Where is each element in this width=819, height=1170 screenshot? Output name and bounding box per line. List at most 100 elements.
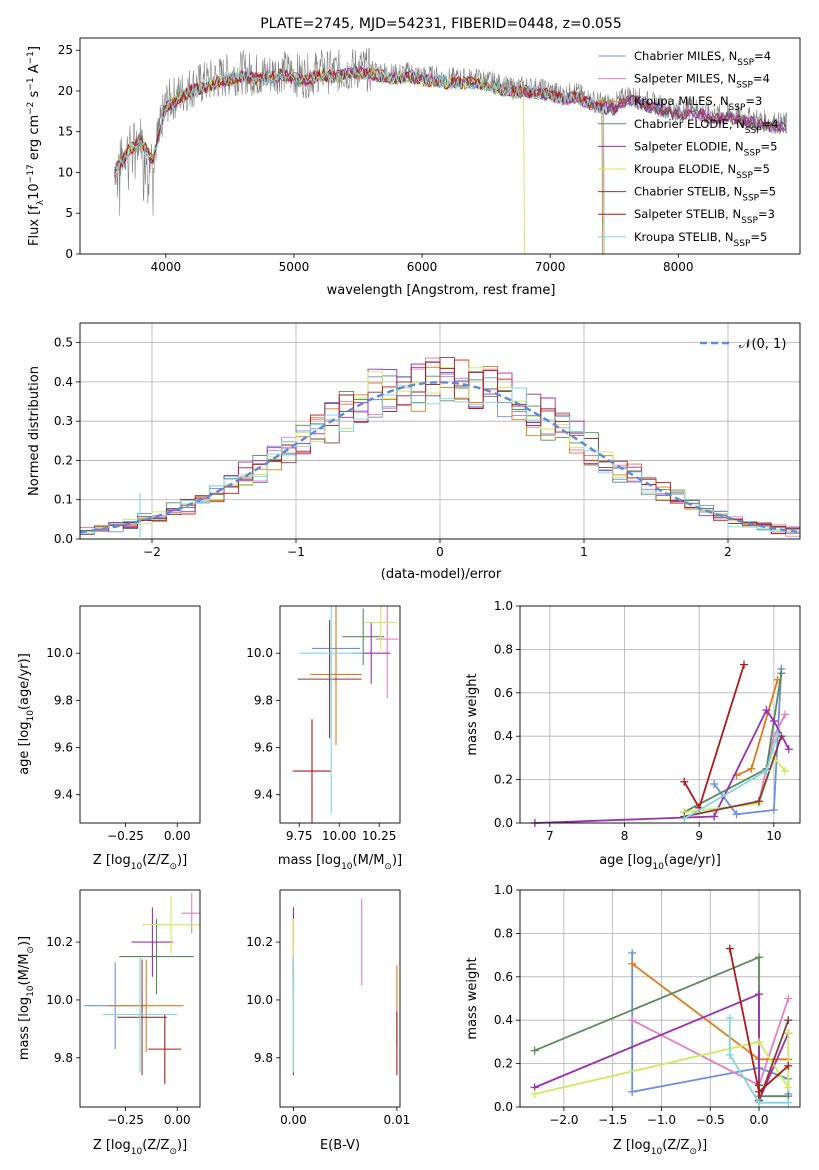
axes-frame [79,889,201,1108]
legend-label: Salpeter MILES, NSSP=4 [634,72,770,91]
y-tick-label: 0.4 [494,1013,513,1027]
plot-area [139,492,141,539]
y-tick-label: 0.8 [494,926,513,940]
y-tick-label: 25 [58,43,73,57]
plot-area [530,660,793,827]
axes-frame [279,605,401,824]
x-tick-label: 0.00 [164,829,191,843]
mass-vs-z-ylabel: mass [log10(M/M⊙)] [17,936,36,1060]
x-tick-label: −0.5 [696,1113,725,1127]
plot-area [114,48,788,254]
legend-label: 𝒩(0, 1) [739,337,786,352]
y-tick-label: 0.6 [494,970,513,984]
model-fit-line [114,66,605,254]
spectrum-lines [114,48,788,254]
weight-line [534,1033,790,1095]
spectrum-title: PLATE=2745, MJD=54231, FIBERID=0448, z=0… [260,16,622,32]
x-tick-label: 9 [695,829,703,843]
ticks: −2 −1 0 1 2 0.0 0.1 0.2 0.3 0.4 0.5 [54,336,732,559]
y-tick-label: 0.6 [494,686,513,700]
y-tick-label: 0.4 [494,729,513,743]
mass-vs-z-xlabel: Z [log10(Z/Z⊙)] [93,1138,187,1157]
y-tick-label: 9.6 [54,741,73,755]
y-tick-label: 1.0 [494,883,513,897]
plot-area [530,944,793,1107]
x-tick-label: 5000 [279,260,310,274]
normal-curve [80,381,798,534]
y-tick-label: 10.0 [46,646,73,660]
ticks: −2.0 −1.5 −1.0 −0.5 0.0 0.0 0.2 0.4 0.6 0.8 1.0 [494,883,769,1127]
legend-label: Kroupa ELODIE, NSSP=5 [634,162,770,181]
y-tick-label: 9.4 [254,788,273,802]
errorbars [139,492,141,539]
y-tick-label: 9.4 [54,788,73,802]
x-tick-label: 0 [436,545,444,559]
weight-vs-age-axes: 7 8 9 10 0.0 0.2 0.4 0.6 0.8 1.0 mass weight age [l… [465,599,801,872]
plot-area [292,898,398,1076]
errorbars [292,606,399,823]
x-tick-label: −1 [287,545,305,559]
y-tick-label: 0.2 [494,773,513,787]
y-tick-label: 0.3 [54,414,73,428]
x-tick-label: 6000 [407,260,438,274]
age-vs-z-xlabel: Z [log10(Z/Z⊙)] [93,853,187,872]
x-tick-label: 1 [580,545,588,559]
histogram-xlabel: (data-model)/error [381,567,502,582]
x-tick-label: −1.5 [598,1113,627,1127]
weight-line [534,992,790,1101]
age-vs-z-axes: −0.25 0.00 9.4 9.6 9.8 10.0 Z [log10(Z/Z⊙)] age… [17,492,201,872]
plot-area [80,357,800,537]
x-tick-label: 0.00 [164,1113,191,1127]
histogram-step [80,385,800,534]
x-tick-label: 4000 [151,260,182,274]
x-tick-label: −0.25 [107,829,144,843]
legend-label: Salpeter ELODIE, NSSP=5 [634,139,777,158]
y-tick-label: 10.2 [246,935,273,949]
ticks: 0.00 0.01 9.8 10.0 10.2 [246,935,410,1127]
histogram-step [80,357,800,532]
mass-vs-ebv-xlabel: E(B-V) [320,1138,360,1153]
histogram-ylabel: Normed distribution [27,366,42,496]
y-tick-label: 10.0 [246,646,273,660]
y-tick-label: 20 [58,84,73,98]
x-tick-label: 0.01 [384,1113,411,1127]
y-tick-label: 9.8 [54,1051,73,1065]
spectrum-axes: 4000 5000 6000 7000 8000 0 5 10 15 20 25 PLATE=2745… [26,16,801,298]
x-tick-label: 2 [724,545,732,559]
y-tick-label: 0.8 [494,642,513,656]
y-tick-label: 10.0 [46,993,73,1007]
age-vs-mass-xlabel: mass [log10(M/M⊙)] [278,853,402,872]
x-tick-label: 10.25 [362,829,396,843]
y-tick-label: 15 [58,125,73,139]
histogram-lines [80,357,800,537]
y-tick-label: 0.5 [54,336,73,350]
ticks: 4000 5000 6000 7000 8000 0 5 10 15 20 25 [58,43,694,274]
y-tick-label: 0 [65,247,73,261]
weight-line [728,1018,789,1104]
x-tick-label: −2 [143,545,161,559]
legend-label: Chabrier MILES, NSSP=4 [634,49,771,68]
y-tick-label: 0.0 [494,1100,513,1114]
weight-line [713,668,783,816]
plot-area [84,892,200,1084]
age-vs-z-ylabel: age [log10(age/yr)] [17,653,36,775]
mass-vs-ebv-axes: 0.00 0.01 9.8 10.0 10.2 E(B-V) [246,889,410,1153]
weight-vs-z-axes-ylabel: mass weight [465,957,480,1039]
axes-frame [79,605,201,824]
x-tick-label: 10 [766,829,781,843]
y-tick-label: 1.0 [494,599,513,613]
x-tick-label: 9.75 [286,829,313,843]
x-tick-label: 0.00 [280,1113,307,1127]
weight-vs-age-xlabel: age [log10(age/yr)] [599,853,721,872]
y-tick-label: 0.0 [494,816,513,830]
ticks: 7 8 9 10 0.0 0.2 0.4 0.6 0.8 1.0 [494,599,782,843]
y-tick-label: 10 [58,165,73,179]
x-tick-label: 7 [546,829,554,843]
x-tick-label: 7000 [535,260,566,274]
spectrum-xlabel: wavelength [Angstrom, rest frame] [327,283,556,298]
weight-vs-z-xlabel: Z [log10(Z/Z⊙)] [613,1138,707,1157]
x-tick-label: −2.0 [549,1113,578,1127]
legend-label: Salpeter STELIB, NSSP=3 [634,207,775,226]
x-tick-label: −1.0 [647,1113,676,1127]
